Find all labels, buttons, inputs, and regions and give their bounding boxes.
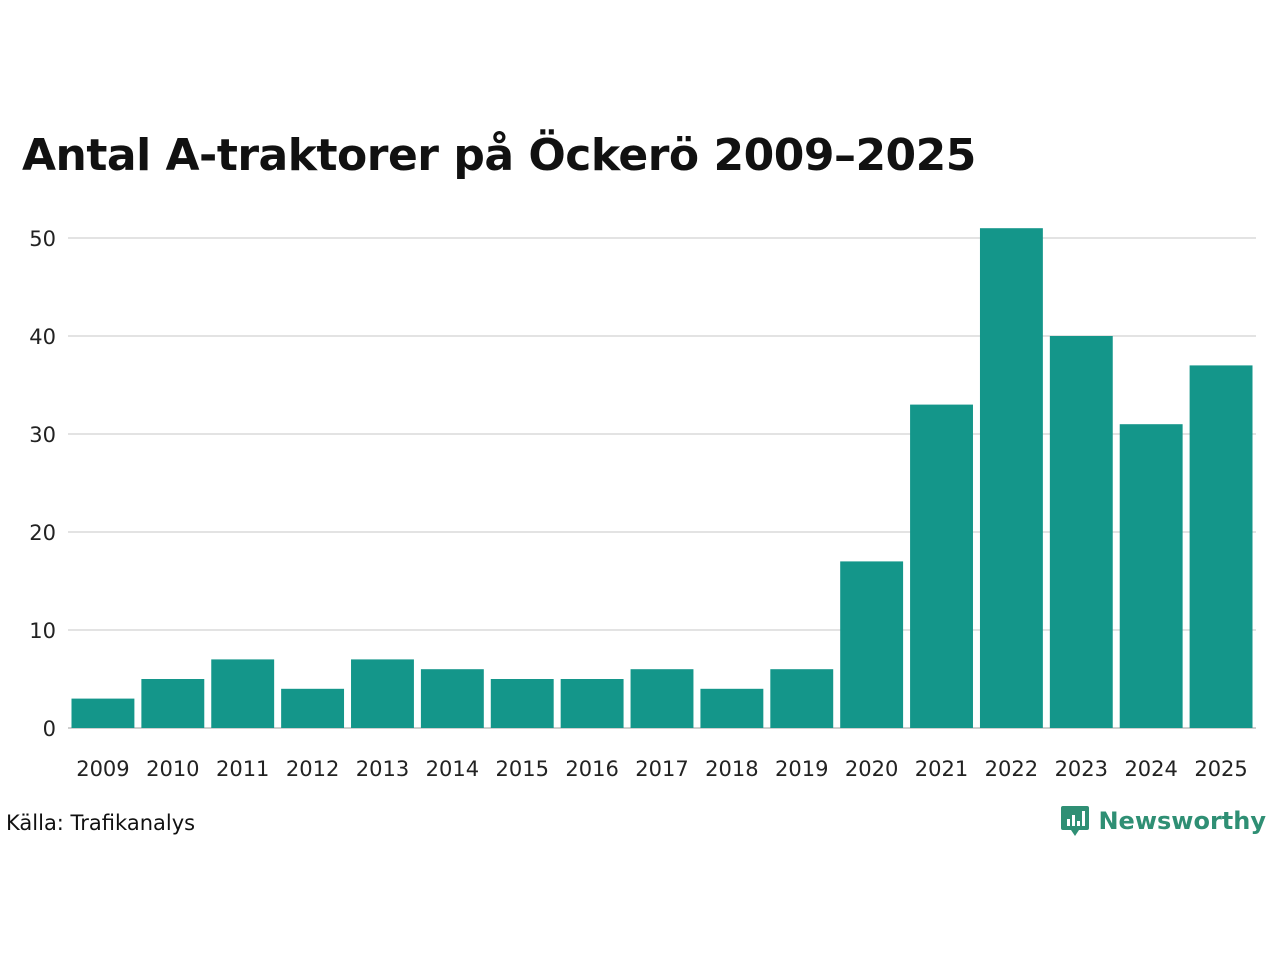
bar-2019 bbox=[770, 669, 834, 728]
bar-2015 bbox=[490, 679, 554, 728]
x-tick-label: 2020 bbox=[845, 757, 898, 781]
bar-2025 bbox=[1189, 365, 1253, 728]
x-tick-label: 2011 bbox=[216, 757, 269, 781]
bar-chart: 0 10 20 30 40 50 2009 2010 2011 2012 2013 2014 2015… bbox=[29, 227, 1256, 781]
y-tick-label: 40 bbox=[29, 325, 56, 349]
bar-2014 bbox=[420, 669, 484, 728]
x-tick-label: 2015 bbox=[496, 757, 549, 781]
source-note: Källa: Trafikanalys bbox=[6, 811, 196, 835]
x-tick-label: 2024 bbox=[1124, 757, 1177, 781]
chart-title: Antal A-traktorer på Öckerö 2009–2025 bbox=[22, 130, 976, 181]
bar-2017 bbox=[630, 669, 694, 728]
bar-2020 bbox=[840, 561, 904, 728]
bar-2016 bbox=[560, 679, 624, 728]
bar-2010 bbox=[141, 679, 205, 728]
y-tick-label: 10 bbox=[29, 619, 56, 643]
y-axis-ticks: 0 10 20 30 40 50 bbox=[29, 227, 56, 741]
y-tick-label: 30 bbox=[29, 423, 56, 447]
x-tick-label: 2017 bbox=[635, 757, 688, 781]
x-tick-label: 2019 bbox=[775, 757, 828, 781]
bar-2013 bbox=[351, 659, 414, 728]
y-tick-label: 0 bbox=[43, 717, 56, 741]
brand: Newsworthy bbox=[1060, 804, 1266, 838]
bars bbox=[71, 228, 1253, 728]
x-tick-label: 2023 bbox=[1055, 757, 1108, 781]
bar-2009 bbox=[71, 698, 135, 728]
x-tick-label: 2012 bbox=[286, 757, 339, 781]
x-tick-label: 2009 bbox=[76, 757, 129, 781]
x-tick-label: 2013 bbox=[356, 757, 409, 781]
x-tick-label: 2016 bbox=[565, 757, 618, 781]
x-tick-label: 2021 bbox=[915, 757, 968, 781]
bar-2023 bbox=[1049, 336, 1113, 728]
bar-2011 bbox=[211, 659, 275, 728]
x-tick-label: 2014 bbox=[426, 757, 479, 781]
y-tick-label: 20 bbox=[29, 521, 56, 545]
bar-2012 bbox=[281, 688, 345, 728]
x-tick-label: 2022 bbox=[985, 757, 1038, 781]
y-tick-label: 50 bbox=[29, 227, 56, 251]
x-axis-ticks: 2009 2010 2011 2012 2013 2014 2015 2016 2017 2018… bbox=[76, 757, 1248, 781]
bar-2021 bbox=[910, 404, 973, 728]
bar-2022 bbox=[979, 228, 1043, 728]
bar-2024 bbox=[1119, 424, 1183, 728]
brand-name: Newsworthy bbox=[1098, 807, 1266, 835]
x-tick-label: 2018 bbox=[705, 757, 758, 781]
x-tick-label: 2025 bbox=[1194, 757, 1247, 781]
bar-2018 bbox=[700, 688, 764, 728]
x-tick-label: 2010 bbox=[146, 757, 199, 781]
newsworthy-logo-icon bbox=[1061, 806, 1090, 836]
